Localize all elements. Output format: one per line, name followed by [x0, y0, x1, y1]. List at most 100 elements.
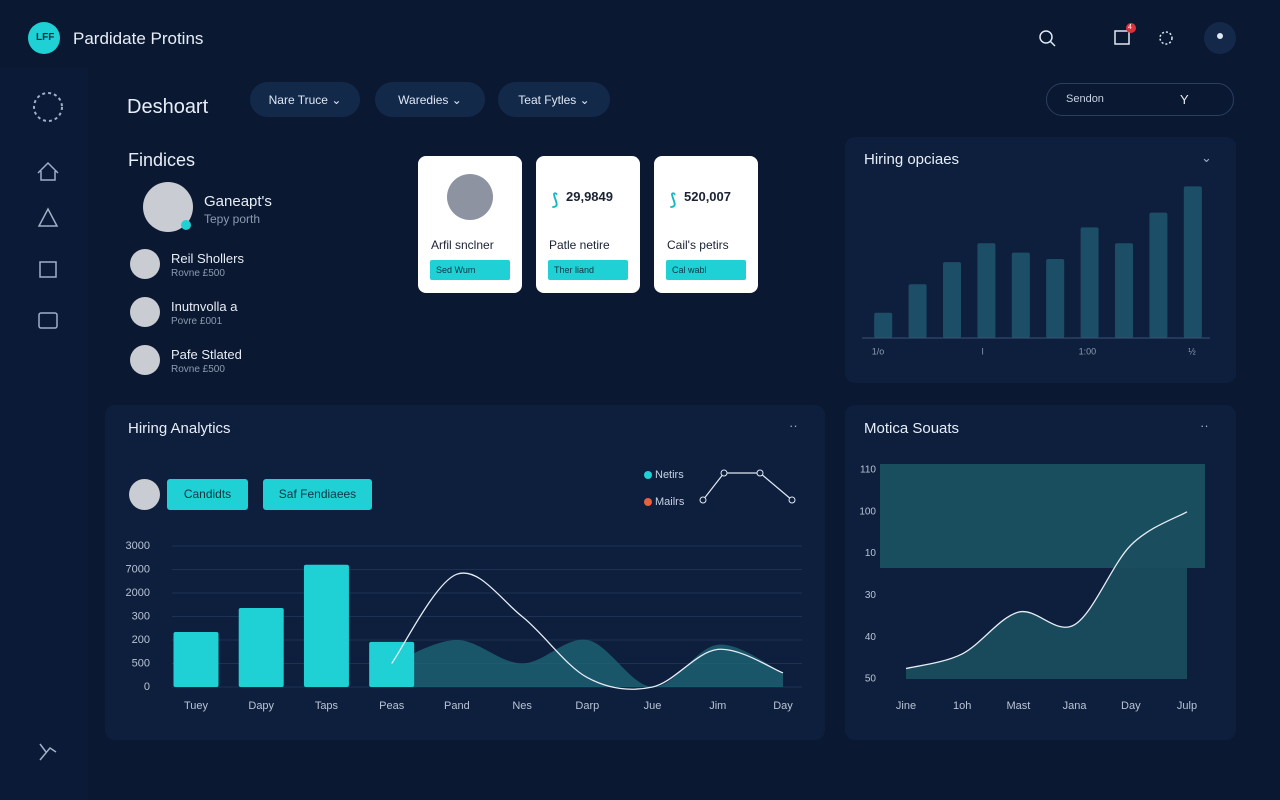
person-name: Inutnvolla a [171, 299, 238, 314]
avatar [129, 479, 160, 510]
bar [1149, 212, 1168, 338]
bar [369, 641, 415, 687]
bar [908, 284, 927, 338]
status-dot [181, 220, 191, 230]
sidebar [0, 68, 88, 800]
stat-icon: ⟆ [552, 192, 559, 209]
avatar [447, 174, 493, 220]
x-tick-label: Mast [1006, 700, 1030, 712]
x-tick-label: Jue [644, 700, 662, 712]
x-tick-label: Day [773, 700, 793, 712]
card-stat: 520,007 [684, 189, 731, 204]
x-tick-label: Jana [1063, 700, 1088, 712]
card-title: Arfil snclner [431, 238, 494, 252]
card-title: Patle netire [549, 238, 610, 252]
person-sub: Rovne £500 [171, 268, 225, 279]
badge-count: 4 [1128, 24, 1132, 31]
x-tick-label: Pand [444, 700, 470, 712]
page-title: Deshoart [127, 96, 209, 118]
y-tick-label: 40 [865, 632, 877, 643]
bar [874, 312, 893, 338]
bar [977, 243, 996, 338]
panel-title: Hiring Analytics [128, 420, 231, 437]
panel [845, 137, 1236, 383]
card[interactable]: ⟆ 29,9849 Patle netire Ther liand [536, 156, 640, 293]
card-title: Cail's petirs [667, 238, 729, 252]
filter[interactable]: Waredies ⌄ [375, 82, 485, 117]
y-tick-label: 200 [132, 634, 150, 646]
person-sub: Tepy porth [204, 212, 261, 226]
nav-icon[interactable] [33, 92, 63, 122]
x-tick-label: Peas [379, 700, 405, 712]
card[interactable]: ⟆ 520,007 Cail's petirs Cal wabl [654, 156, 758, 293]
app-title: Pardidate Protins [73, 29, 204, 48]
settings-icon[interactable] [1159, 31, 1173, 45]
mini-line [702, 472, 793, 501]
nav-icon[interactable] [37, 161, 59, 181]
toolbar-button[interactable]: Y [1180, 92, 1189, 107]
y-tick-label: 50 [865, 674, 877, 685]
button[interactable]: Candidts [167, 479, 248, 510]
x-tick-label: Julp [1177, 700, 1197, 712]
logo-text: LFF [36, 32, 55, 43]
y-tick-label: 7000 [126, 563, 150, 575]
menu[interactable]: ·· [789, 418, 798, 433]
filter[interactable]: Teat Fytles ⌄ [498, 82, 610, 117]
chart-icon[interactable] [1114, 30, 1130, 45]
y-tick-label: 110 [860, 465, 876, 476]
person-name: Pafe Stlated [171, 347, 242, 362]
x-axis-label: 1/o [872, 346, 885, 356]
card-stat: 29,9849 [566, 189, 613, 204]
button[interactable]: Saf Fendiaees [263, 479, 372, 510]
person-name: Ganeapt's [204, 193, 272, 210]
x-tick-label: Tuey [184, 700, 209, 712]
bar [1183, 186, 1202, 338]
avatar [130, 345, 160, 375]
panel-title: Hiring opciaes [864, 151, 960, 168]
menu[interactable]: ·· [1200, 418, 1209, 433]
filter-label: Teat Fytles [518, 92, 577, 107]
y-tick-label: 300 [132, 610, 150, 622]
card[interactable]: Arfil snclner Sed Wum [418, 156, 522, 293]
nav-icon[interactable] [37, 207, 59, 227]
logo[interactable] [28, 22, 60, 54]
legend-label: Netirs [655, 469, 684, 481]
card-button[interactable]: Ther liand [548, 260, 628, 280]
x-tick-label: Jine [896, 700, 916, 712]
y-tick-label: 30 [865, 590, 877, 601]
x-tick-label: Darp [575, 700, 599, 712]
x-tick-label: 1oh [953, 700, 971, 712]
y-tick-label: 10 [865, 548, 877, 559]
bar [238, 608, 284, 687]
legend-swatch [644, 471, 652, 479]
search-field[interactable]: Sendon [1066, 93, 1104, 105]
line [391, 572, 784, 690]
bar [1115, 243, 1133, 338]
nav-icon[interactable] [39, 743, 57, 761]
y-tick-label: 0 [144, 681, 150, 693]
search-icon[interactable] [1039, 30, 1053, 44]
card-button[interactable]: Sed Wum [430, 260, 510, 280]
bar [303, 564, 349, 687]
y-tick-label: 500 [132, 657, 150, 669]
bar [1011, 252, 1030, 338]
x-tick-label: Nes [512, 700, 532, 712]
nav-icon[interactable] [38, 312, 58, 329]
legend-label: Mailrs [655, 496, 685, 508]
bar [943, 262, 961, 338]
filter[interactable]: Nare Truce ⌄ [250, 82, 360, 117]
x-tick-label: Taps [315, 700, 339, 712]
line [905, 511, 1188, 670]
card-button[interactable]: Cal wabl [666, 260, 746, 280]
nav-icon[interactable] [39, 261, 57, 278]
person-sub: Povre £001 [171, 316, 223, 327]
y-tick-label: 100 [859, 506, 876, 517]
filter-label: Nare Truce [268, 92, 328, 107]
y-tick-label: 3000 [126, 540, 150, 552]
chevron[interactable]: ⌄ [1201, 150, 1212, 165]
x-axis-label: ½ [1188, 346, 1196, 356]
bar [173, 632, 219, 687]
avatar [130, 297, 160, 327]
